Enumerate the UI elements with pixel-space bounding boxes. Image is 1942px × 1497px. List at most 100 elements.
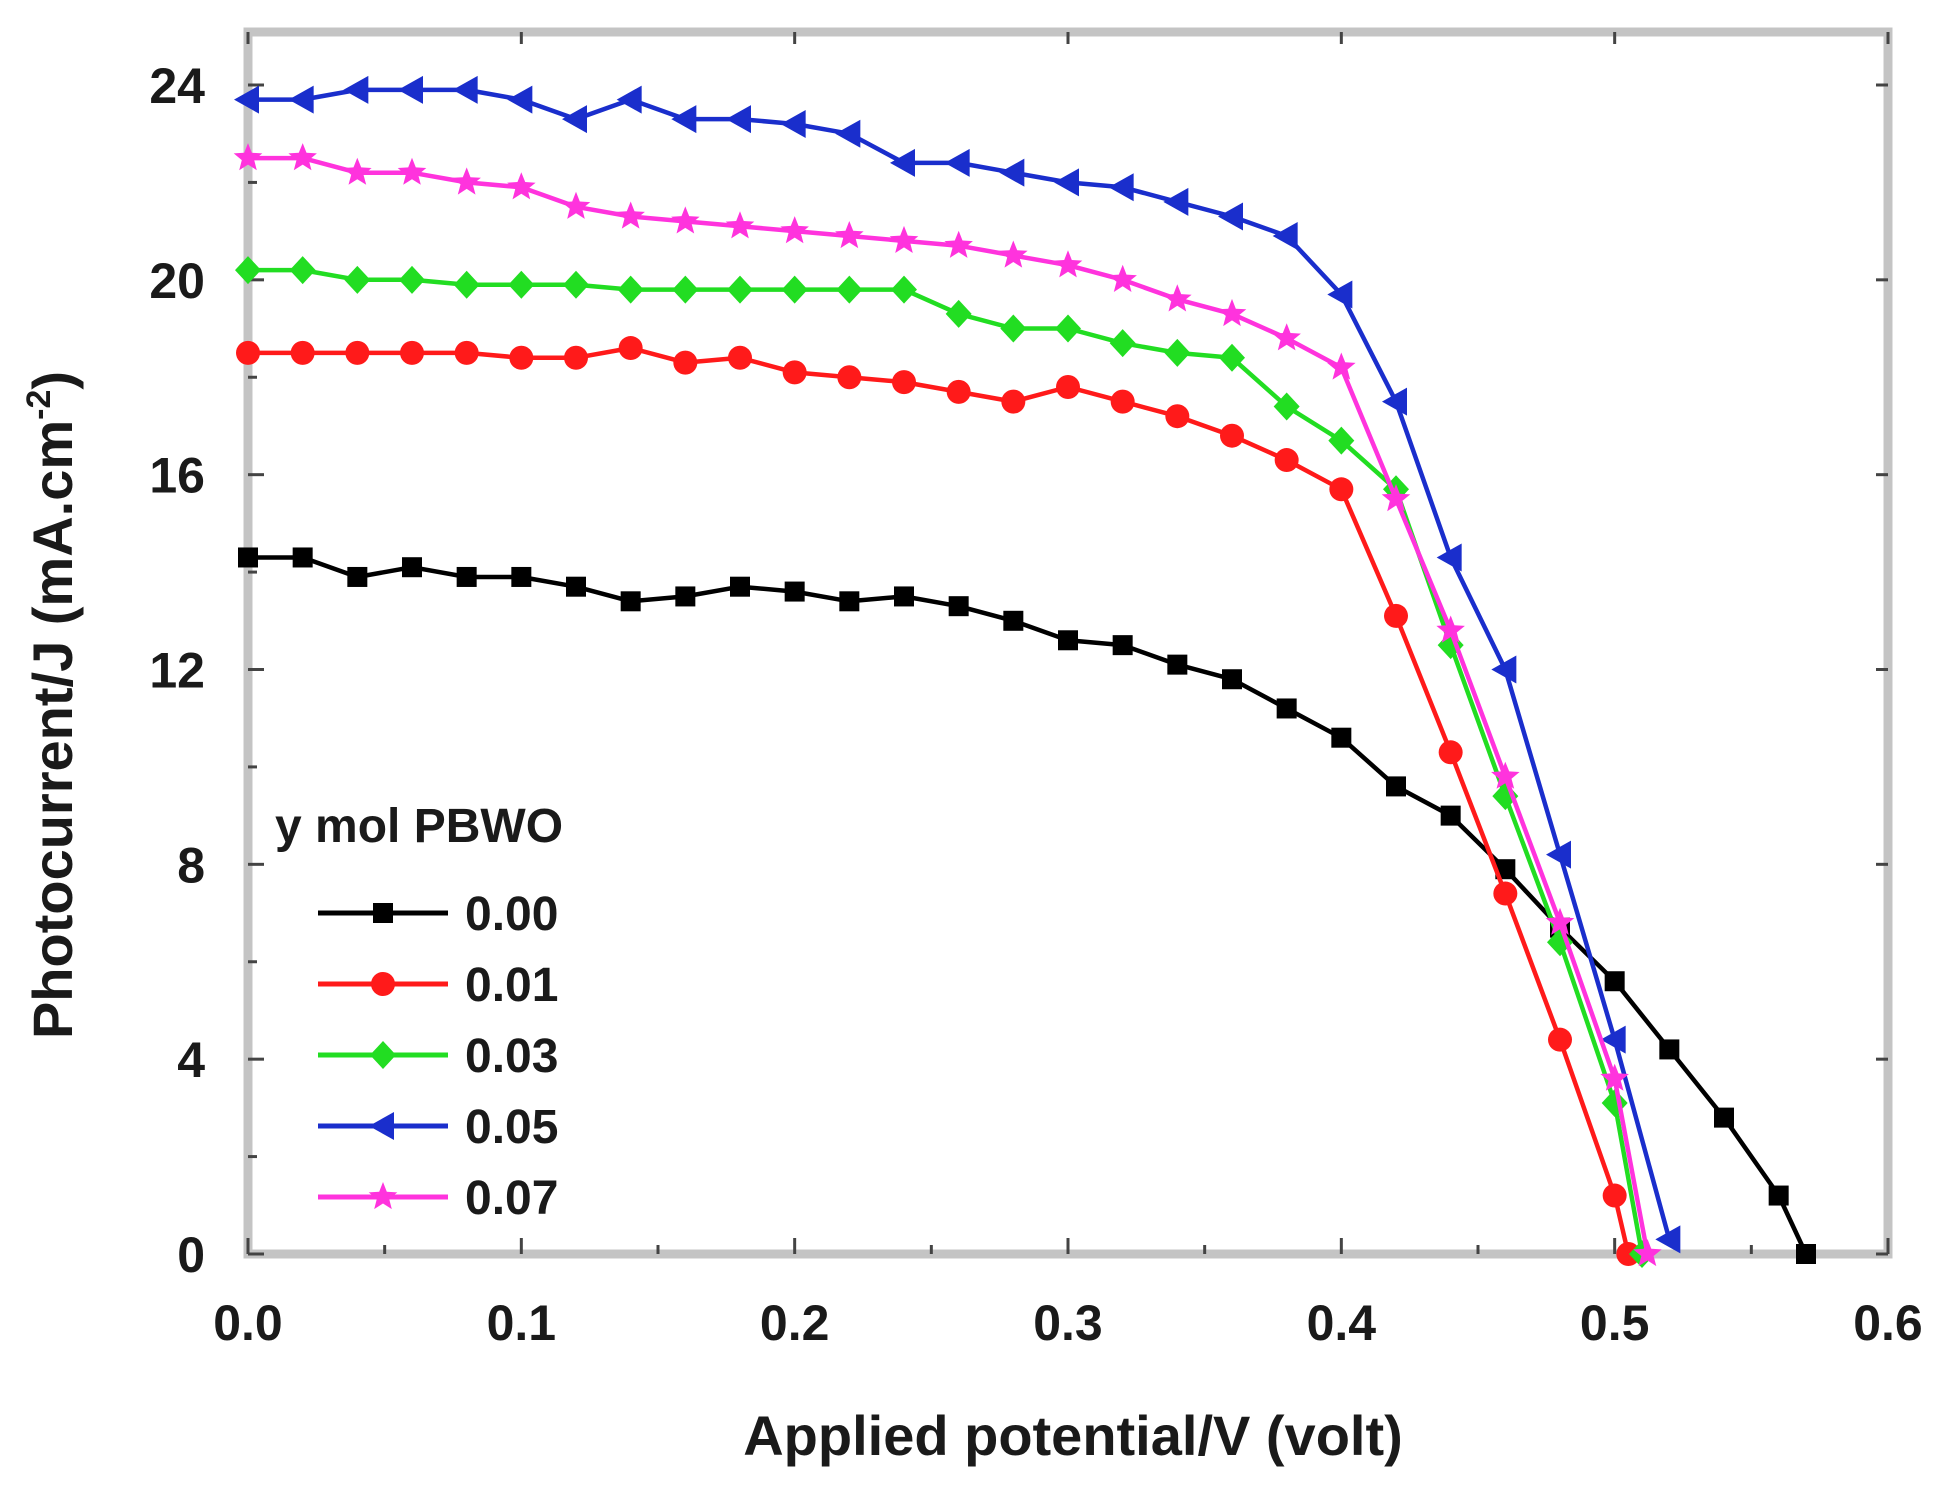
data-point	[453, 270, 480, 299]
data-point	[1001, 389, 1026, 414]
legend: y mol PBWO 0.00 0.01 0.03 0.05 0.07	[275, 800, 563, 1225]
data-point	[400, 340, 424, 365]
data-point	[399, 265, 425, 294]
data-point	[839, 591, 860, 612]
data-point	[780, 216, 809, 244]
data-point	[1768, 1185, 1789, 1206]
legend-item-0.03: 0.03	[318, 1030, 558, 1083]
series-0.07	[233, 143, 1662, 1267]
data-point	[1054, 168, 1079, 197]
legend-swatch-marker	[373, 903, 393, 923]
data-point	[509, 345, 534, 370]
data-point	[1000, 314, 1027, 343]
y-axis-title: Photocurrent/J (mA.cm-2)	[20, 371, 84, 1039]
data-point	[1167, 654, 1188, 675]
axis-ticks	[246, 32, 1890, 1256]
data-point	[508, 270, 535, 299]
data-point	[1222, 669, 1242, 690]
legend-label: 0.03	[465, 1030, 558, 1083]
data-point	[1545, 907, 1575, 935]
data-point	[1329, 477, 1354, 502]
data-point	[946, 379, 971, 404]
data-point	[233, 143, 263, 171]
x-tick-label: 0.3	[1033, 1295, 1103, 1351]
data-point	[1058, 630, 1078, 651]
data-point	[398, 75, 423, 104]
data-point	[945, 299, 972, 328]
y-tick-label: 24	[149, 58, 205, 114]
data-point	[1796, 1244, 1816, 1264]
data-point	[562, 105, 587, 134]
legend-item-0.01: 0.01	[318, 959, 558, 1012]
data-point	[1056, 374, 1080, 399]
data-point	[1109, 329, 1136, 358]
data-point	[782, 360, 807, 385]
data-point	[1493, 881, 1518, 906]
legend-swatch-marker	[370, 1041, 396, 1069]
y-tick-label: 20	[149, 253, 205, 309]
y-tick-label: 4	[177, 1032, 205, 1088]
data-point	[289, 256, 316, 285]
data-point	[345, 340, 370, 365]
data-point	[1272, 221, 1298, 250]
legend-label: 0.05	[465, 1101, 558, 1154]
data-point	[1328, 426, 1355, 455]
data-point	[1384, 603, 1408, 628]
data-point	[891, 275, 917, 304]
series-0.01	[236, 336, 1641, 1266]
data-point	[780, 109, 806, 138]
data-point	[1495, 859, 1516, 880]
data-point	[1382, 387, 1407, 416]
data-point	[511, 566, 532, 587]
data-point	[1602, 1183, 1627, 1208]
x-tick-label: 0.5	[1580, 1295, 1650, 1351]
data-point	[1217, 298, 1247, 327]
data-point	[1659, 1039, 1680, 1060]
data-point	[1274, 448, 1299, 473]
data-point	[890, 148, 915, 177]
data-point	[288, 143, 317, 171]
data-point	[235, 256, 261, 285]
data-point	[1108, 173, 1134, 202]
legend-item-0.07: 0.07	[318, 1172, 558, 1225]
legend-label: 0.07	[465, 1172, 558, 1225]
data-point	[727, 275, 753, 304]
data-point	[234, 85, 259, 114]
data-point	[288, 85, 314, 114]
data-point	[454, 340, 479, 365]
data-point	[1386, 776, 1406, 797]
data-point	[1218, 202, 1243, 231]
data-point	[343, 157, 372, 185]
data-point	[835, 221, 864, 249]
data-point	[456, 566, 477, 587]
data-point	[672, 275, 699, 304]
data-point	[1163, 187, 1189, 216]
data-point	[238, 547, 258, 568]
data-point	[347, 566, 368, 587]
data-point	[675, 586, 696, 607]
data-point	[1440, 805, 1461, 826]
data-point	[1110, 389, 1135, 414]
data-point	[620, 591, 641, 612]
data-point	[1164, 338, 1191, 367]
data-point	[1272, 323, 1301, 351]
x-tick-label: 0.1	[487, 1295, 557, 1351]
data-point	[730, 576, 750, 597]
data-point	[1655, 1225, 1681, 1254]
data-point	[1276, 698, 1297, 719]
legend-item-0.00: 0.00	[318, 888, 558, 941]
data-point	[616, 201, 645, 229]
data-point	[1491, 761, 1520, 789]
data-point	[344, 265, 371, 294]
data-point	[892, 370, 916, 395]
data-point	[728, 345, 752, 370]
data-point	[784, 581, 805, 602]
series-layer	[233, 75, 1816, 1268]
y-axis-title-superscript: -2	[20, 390, 58, 420]
y-tick-label: 0	[177, 1227, 205, 1283]
data-point	[1436, 543, 1462, 572]
data-point	[671, 105, 697, 134]
data-point	[725, 211, 755, 239]
data-point	[1219, 343, 1245, 372]
legend-item-0.05: 0.05	[318, 1101, 558, 1154]
